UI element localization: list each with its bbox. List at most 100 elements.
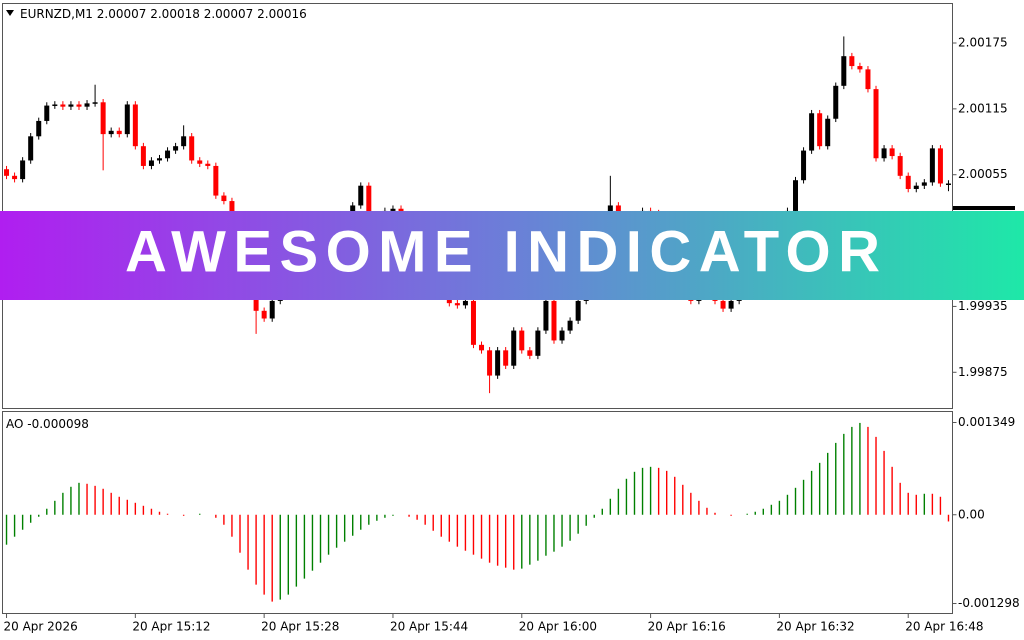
candle-body	[60, 104, 66, 107]
indicator-header: AO -0.000098	[6, 417, 89, 431]
candle-body	[849, 56, 855, 67]
candle-body	[817, 113, 823, 147]
candle-body	[181, 136, 187, 147]
candle-body	[36, 120, 42, 137]
candle-body	[833, 85, 839, 119]
y-tick-label: -0.001298	[958, 596, 1020, 610]
x-tick-label: 20 Apr 16:00	[519, 620, 597, 634]
indicator-name: AO	[6, 417, 23, 431]
candle-body	[116, 130, 122, 135]
candle-body	[366, 185, 372, 216]
candle-body	[503, 350, 509, 366]
candle-body	[897, 156, 903, 176]
candle-body	[68, 104, 74, 107]
candle-body	[462, 300, 468, 306]
candle-body	[519, 330, 525, 351]
y-tick-label: 1.99875	[958, 365, 1008, 379]
candle-body	[567, 320, 573, 331]
candle-body	[857, 66, 863, 70]
x-tick-label: 20 Apr 15:12	[132, 620, 210, 634]
candle-body	[921, 182, 927, 186]
candle-body	[124, 104, 130, 135]
price-panel	[2, 3, 953, 409]
candle-body	[4, 169, 10, 176]
candle-body	[76, 104, 82, 107]
candle-body	[84, 103, 90, 107]
high-value: 2.00018	[150, 7, 200, 21]
y-tick-label: 0.001349	[958, 415, 1015, 429]
indicator-value: -0.000098	[27, 417, 89, 431]
candle-body	[495, 350, 501, 376]
candle-body	[873, 89, 879, 159]
symbol: EURNZD,M1	[20, 7, 93, 21]
candle-body	[551, 300, 557, 341]
candle-body	[454, 303, 460, 306]
candle-body	[253, 289, 259, 311]
candle-body	[12, 175, 18, 180]
candle-body	[535, 330, 541, 356]
candle-body	[108, 130, 114, 135]
candle-body	[511, 330, 517, 366]
x-tick-label: 20 Apr 15:44	[390, 620, 468, 634]
candle-body	[165, 150, 171, 159]
candle-body	[825, 118, 831, 147]
candle-body	[728, 300, 734, 309]
candle-body	[841, 56, 847, 86]
candle-body	[390, 208, 396, 211]
candle-body	[132, 104, 138, 147]
candle-body	[173, 146, 179, 151]
candle-body	[801, 150, 807, 181]
candle-body	[358, 185, 364, 206]
candle-body	[913, 185, 919, 189]
candle-body	[20, 160, 26, 180]
y-tick-label: 2.00055	[958, 167, 1008, 181]
candle-body	[269, 300, 275, 319]
candle-body	[487, 350, 493, 376]
candle-body	[148, 160, 154, 166]
candle-body	[559, 330, 565, 341]
x-tick-label: 20 Apr 2026	[4, 620, 78, 634]
candle-body	[156, 158, 162, 161]
candle-body	[261, 310, 267, 319]
close-value: 2.00016	[257, 7, 307, 21]
candle-body	[479, 344, 485, 351]
candle-body	[881, 148, 887, 159]
candle-body	[889, 148, 895, 157]
price-line	[953, 206, 1015, 210]
candle-body	[140, 146, 146, 166]
low-value: 2.00007	[204, 7, 254, 21]
indicator-panel	[2, 411, 953, 614]
y-tick-label: 2.00115	[958, 101, 1008, 115]
candle-body	[44, 105, 50, 121]
candle-body	[809, 113, 815, 151]
x-tick-label: 20 Apr 16:16	[648, 620, 726, 634]
y-tick-label: 0.00	[958, 507, 985, 521]
candle-body	[100, 102, 106, 135]
candle-body	[720, 300, 726, 309]
candle-body	[543, 300, 549, 331]
candle-body	[470, 300, 476, 345]
menu-triangle[interactable]	[6, 10, 14, 16]
candle-body	[205, 163, 211, 166]
candle-body	[527, 350, 533, 356]
y-tick-label: 2.00175	[958, 36, 1008, 50]
candle-body	[793, 180, 799, 211]
chart-header: EURNZD,M1 2.00007 2.00018 2.00007 2.0001…	[20, 7, 307, 21]
candle-body	[615, 205, 621, 216]
candle-body	[929, 148, 935, 183]
y-tick-label: 1.99935	[958, 299, 1008, 313]
candle-body	[213, 165, 219, 196]
candle-body	[189, 136, 195, 161]
x-tick-label: 20 Apr 15:28	[261, 620, 339, 634]
candle-body	[52, 104, 58, 106]
candle-body	[865, 69, 871, 90]
candle-body	[221, 195, 227, 202]
candle-body	[28, 136, 34, 161]
candle-body	[197, 160, 203, 164]
banner	[0, 211, 1024, 300]
x-tick-label: 20 Apr 16:48	[905, 620, 983, 634]
x-tick-label: 20 Apr 16:32	[776, 620, 854, 634]
